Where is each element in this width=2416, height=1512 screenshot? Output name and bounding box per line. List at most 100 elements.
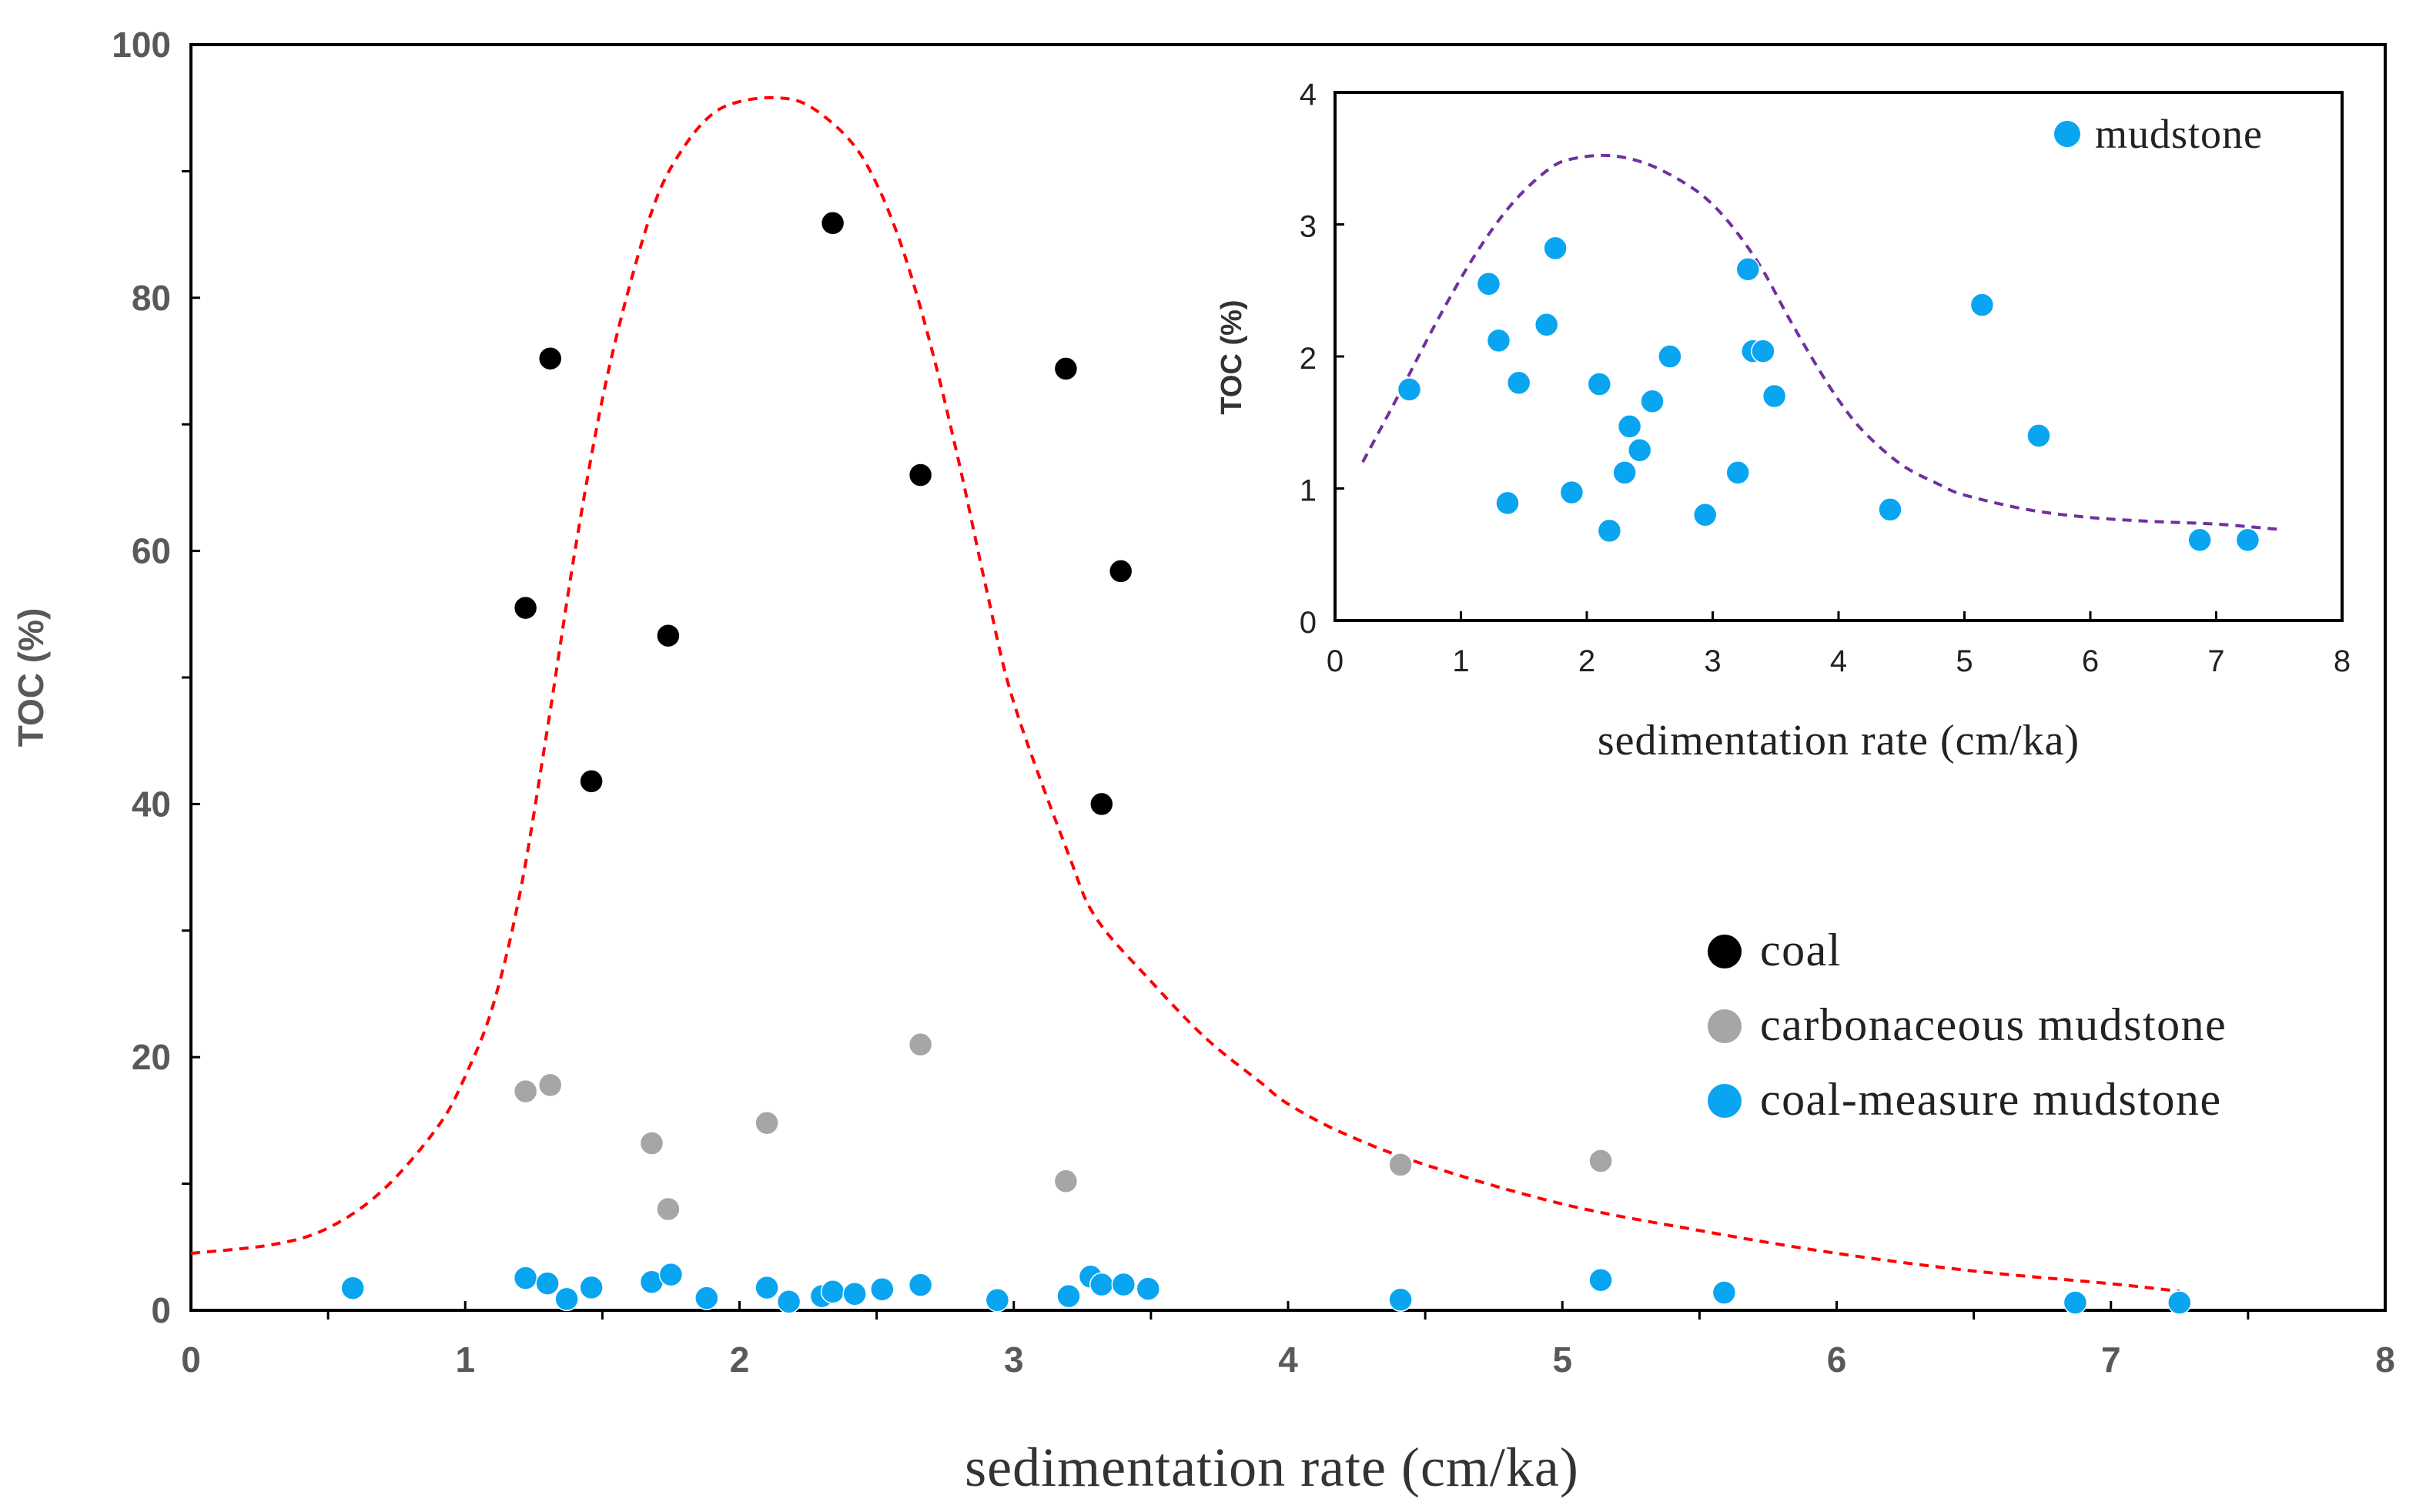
y-tick-label: 0: [151, 1290, 171, 1330]
inset-y-axis-label: TOC (%): [1216, 299, 1248, 414]
x-tick-label: 8: [2334, 644, 2351, 678]
point-coal: [1089, 791, 1114, 817]
point-coal: [579, 769, 604, 794]
point-carbonaceous-mudstone: [513, 1079, 538, 1104]
x-tick-label: 4: [1830, 644, 1847, 678]
point-mudstone: [1559, 480, 1584, 505]
y-tick-label: 0: [1300, 606, 1317, 640]
x-tick-label: 0: [181, 1340, 201, 1380]
point-mudstone: [1735, 257, 1761, 282]
x-tick-label: 2: [1578, 644, 1595, 678]
point-mudstone: [1658, 344, 1682, 369]
x-tick-label: 3: [1704, 644, 1721, 678]
point-mudstone: [1587, 372, 1612, 396]
legend-marker-mudstone: [2054, 121, 2080, 147]
legend-marker-carbonaceous-mudstone: [1708, 1009, 1742, 1043]
point-coal-measure-mudstone: [1136, 1276, 1161, 1301]
inset-x-axis-label: sedimentation rate (cm/ka): [1598, 717, 2080, 764]
point-carbonaceous-mudstone: [656, 1196, 681, 1222]
point-coal-measure-mudstone: [776, 1290, 801, 1314]
point-mudstone: [1878, 497, 1902, 522]
point-mudstone: [1692, 503, 1718, 527]
point-coal: [513, 595, 538, 621]
point-mudstone: [1612, 460, 1637, 485]
point-mudstone: [2026, 423, 2051, 448]
point-coal-measure-mudstone: [694, 1286, 719, 1310]
point-mudstone: [1597, 518, 1622, 544]
x-tick-label: 7: [2101, 1340, 2121, 1380]
legend-label-mudstone: mudstone: [2095, 111, 2263, 157]
inset-trend-curve-group: [1361, 153, 2280, 531]
x-tick-label: 2: [730, 1340, 750, 1380]
y-tick-label: 4: [1300, 78, 1317, 112]
point-carbonaceous-mudstone: [639, 1131, 664, 1156]
point-mudstone: [2235, 527, 2260, 553]
x-tick-label: 3: [1004, 1340, 1024, 1380]
point-coal: [820, 211, 845, 236]
point-coal-measure-mudstone: [1712, 1280, 1737, 1305]
point-coal: [1053, 356, 1079, 381]
x-tick-label: 5: [1552, 1340, 1572, 1380]
point-coal-measure-mudstone: [820, 1280, 845, 1304]
point-coal-measure-mudstone: [870, 1276, 895, 1302]
main-y-axis-label: TOC (%): [11, 608, 51, 748]
point-mudstone: [1476, 271, 1501, 296]
point-coal-measure-mudstone: [340, 1276, 365, 1300]
point-carbonaceous-mudstone: [1588, 1149, 1613, 1173]
legend-label-coal-measure-mudstone: coal-measure mudstone: [1760, 1074, 2222, 1125]
point-mudstone: [1486, 328, 1511, 353]
point-mudstone: [1725, 460, 1750, 485]
legend-marker-coal-measure-mudstone: [1708, 1084, 1742, 1118]
inset-trend-curve: [1361, 153, 2280, 531]
point-coal: [908, 463, 933, 487]
x-tick-label: 4: [1278, 1340, 1298, 1380]
point-coal-measure-mudstone: [1056, 1283, 1081, 1309]
x-tick-label: 6: [2082, 644, 2099, 678]
point-coal-measure-mudstone: [554, 1286, 579, 1312]
point-mudstone: [1627, 438, 1652, 463]
x-tick-label: 1: [1452, 644, 1469, 678]
point-carbonaceous-mudstone: [537, 1072, 563, 1098]
point-carbonaceous-mudstone: [908, 1032, 933, 1057]
y-tick-label: 80: [132, 278, 171, 318]
main-x-axis-label: sedimentation rate (cm/ka): [965, 1437, 1579, 1498]
point-coal-measure-mudstone: [985, 1288, 1010, 1313]
point-coal-measure-mudstone: [842, 1282, 867, 1306]
main-data-points: [340, 211, 2192, 1315]
inset-data-points: [1397, 236, 2260, 553]
point-carbonaceous-mudstone: [1388, 1152, 1413, 1177]
legend-label-carbonaceous-mudstone: carbonaceous mudstone: [1760, 999, 2227, 1050]
x-tick-label: 0: [1327, 644, 1344, 678]
point-coal: [656, 623, 681, 648]
y-tick-label: 40: [132, 784, 171, 824]
point-coal-measure-mudstone: [513, 1266, 538, 1290]
y-tick-label: 60: [132, 531, 171, 571]
point-mudstone: [1617, 414, 1642, 439]
point-coal-measure-mudstone: [755, 1275, 779, 1300]
point-mudstone: [1534, 313, 1559, 337]
point-coal-measure-mudstone: [579, 1275, 604, 1300]
point-coal-measure-mudstone: [2063, 1290, 2088, 1315]
x-tick-label: 8: [2375, 1340, 2395, 1380]
x-tick-label: 1: [455, 1340, 475, 1380]
point-coal: [1108, 559, 1133, 584]
point-mudstone: [1969, 293, 1995, 317]
point-carbonaceous-mudstone: [755, 1110, 779, 1136]
point-coal-measure-mudstone: [908, 1273, 933, 1297]
main-trend-curve: [190, 95, 2180, 1293]
point-coal-measure-mudstone: [1388, 1287, 1413, 1312]
y-tick-label: 100: [112, 25, 171, 65]
inset-plot-frame: [1333, 91, 2344, 622]
point-coal-measure-mudstone: [658, 1262, 684, 1287]
y-tick-label: 2: [1300, 342, 1317, 376]
point-coal: [537, 346, 563, 371]
point-mudstone: [1495, 490, 1520, 516]
point-coal-measure-mudstone: [535, 1271, 560, 1296]
legend-label-coal: coal: [1760, 925, 1842, 975]
main-legend: coal carbonaceous mudstone coal-measure mu…: [1708, 925, 2227, 1125]
main-trend-curve-group: [190, 95, 2180, 1293]
y-tick-label: 3: [1300, 210, 1317, 244]
x-tick-label: 5: [1956, 644, 1973, 678]
